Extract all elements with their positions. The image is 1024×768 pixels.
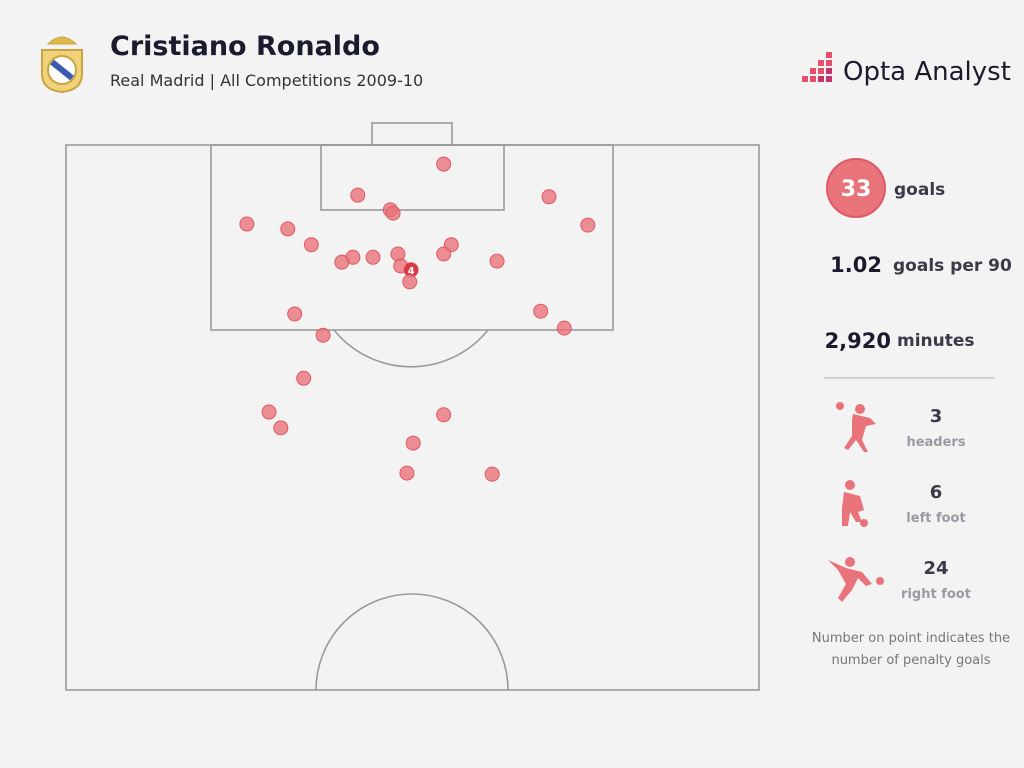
shot (350, 187, 366, 203)
shot (287, 306, 303, 322)
shot (280, 221, 296, 237)
shot (315, 327, 331, 343)
brand: Opta Analyst (843, 57, 1011, 87)
note: Number on point indicates the number of … (811, 631, 1011, 668)
shot (385, 205, 401, 221)
minutes-label: minutes (897, 331, 975, 351)
shots: 4 (239, 156, 596, 482)
breakdown-label: headers (906, 435, 965, 450)
shot (436, 407, 452, 423)
shot (489, 253, 505, 269)
shot (303, 237, 319, 253)
shot (436, 156, 452, 172)
breakdown-label: left foot (906, 511, 965, 526)
pitch (65, 122, 760, 691)
shot (484, 466, 500, 482)
shot (436, 246, 452, 262)
brand-logo (802, 52, 832, 82)
title: Cristiano Ronaldo (110, 31, 380, 62)
minutes-value: 2,920 (825, 329, 891, 353)
shot (533, 303, 549, 319)
breakdown-label: right foot (901, 587, 971, 602)
crest (41, 36, 83, 94)
shot (556, 320, 572, 336)
goals-value: 33 (841, 177, 872, 202)
stats-panel: 33 goals 1.02 goals per 90 2,920 minutes… (811, 158, 1012, 668)
subtitle: Real Madrid | All Competitions 2009-10 (110, 71, 423, 90)
shot (541, 189, 557, 205)
shot (365, 249, 381, 265)
shot (580, 217, 596, 233)
shot (402, 274, 418, 290)
shot (334, 254, 350, 270)
breakdown-value: 3 (930, 406, 943, 427)
shot (239, 216, 255, 232)
penalty-marker (404, 262, 419, 277)
penalty-label: 4 (408, 266, 415, 277)
shot (261, 404, 277, 420)
per90-value: 1.02 (830, 253, 882, 277)
goals-label: goals (894, 180, 945, 200)
breakdown-value: 6 (930, 482, 943, 503)
shot (296, 370, 312, 386)
shot (399, 465, 415, 481)
icons (828, 402, 884, 602)
breakdown-value: 24 (923, 558, 948, 579)
per90-label: goals per 90 (893, 256, 1012, 276)
shot (273, 420, 289, 436)
shot (405, 435, 421, 451)
